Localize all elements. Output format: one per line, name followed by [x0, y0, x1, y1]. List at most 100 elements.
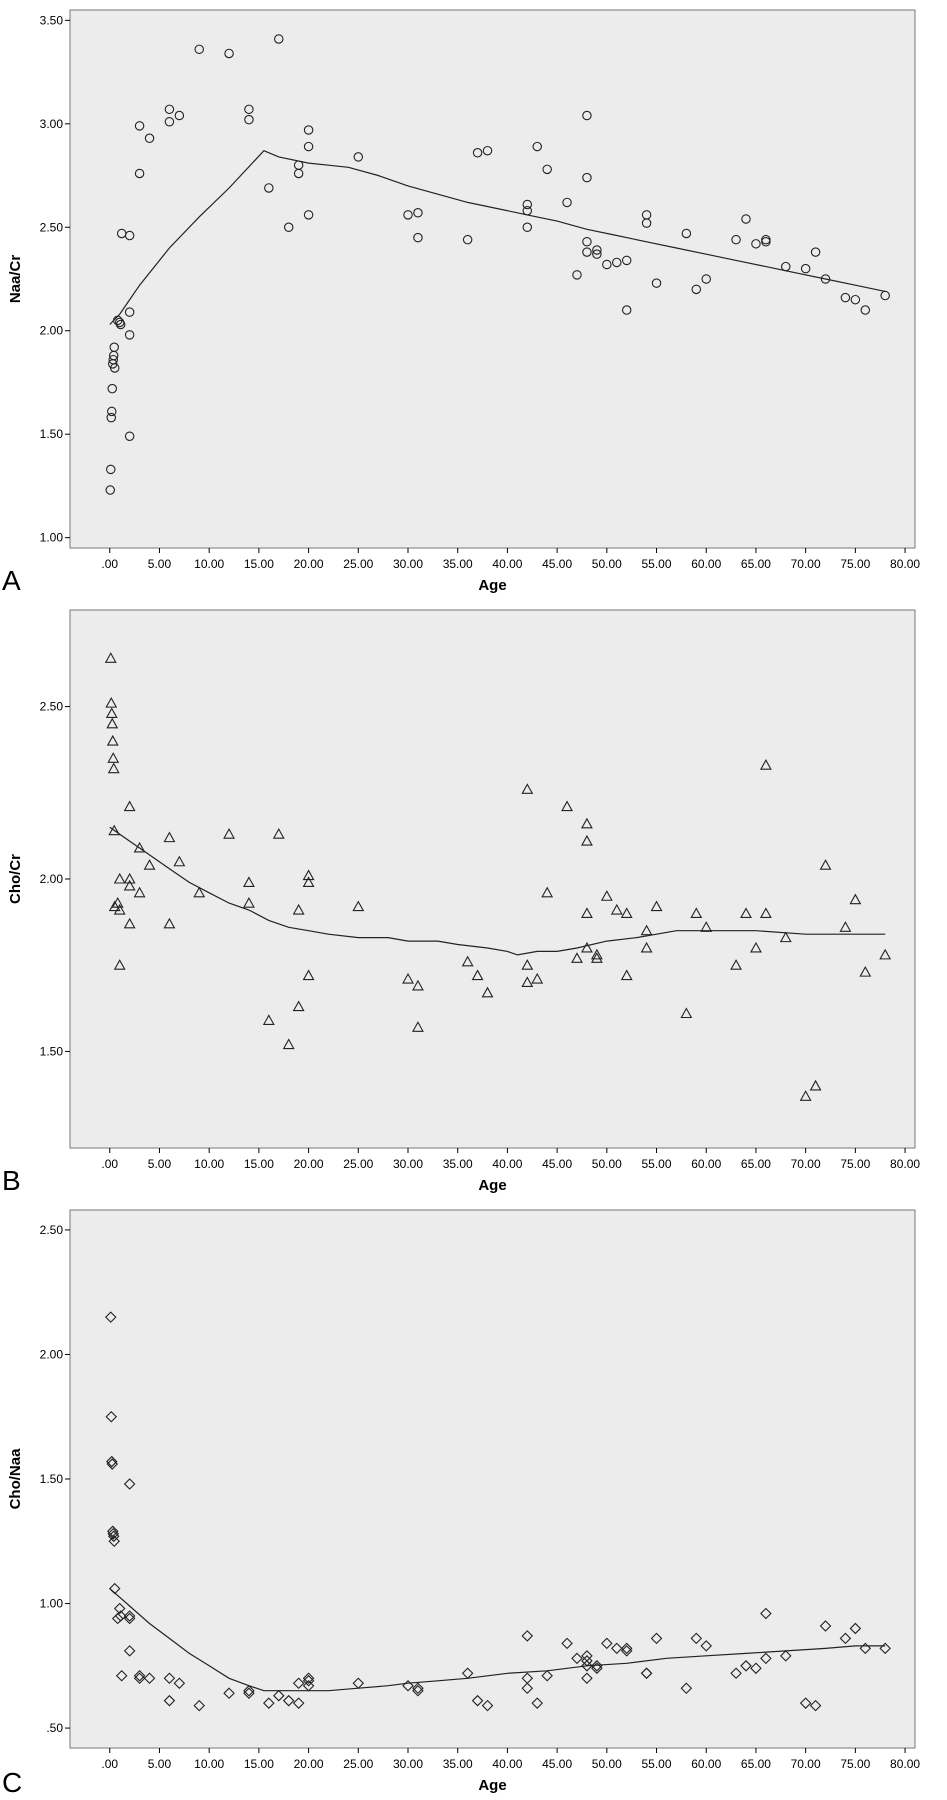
data-point	[111, 897, 124, 908]
x-tick-label: 45.00	[542, 1157, 572, 1171]
data-point	[591, 1662, 603, 1675]
data-point	[274, 34, 284, 44]
data-point	[105, 707, 118, 719]
data-point	[123, 800, 136, 812]
data-point	[750, 941, 762, 953]
data-point	[106, 412, 117, 423]
x-tick-label: 15.00	[244, 1157, 274, 1171]
data-point	[104, 1311, 117, 1323]
data-point	[680, 1682, 693, 1694]
x-tick-label: 70.00	[791, 1757, 821, 1771]
data-point	[799, 1697, 812, 1709]
x-tick-label: 65.00	[741, 557, 771, 571]
y-axis-label: Cho/Cr	[7, 854, 24, 904]
data-point	[462, 234, 473, 245]
data-point	[819, 1620, 832, 1632]
data-point	[582, 247, 592, 257]
data-point	[302, 969, 315, 981]
data-point	[471, 969, 484, 981]
data-point	[108, 824, 121, 836]
data-point	[581, 834, 593, 846]
data-point	[134, 121, 145, 131]
data-point	[839, 921, 852, 932]
data-point	[581, 817, 593, 829]
data-point	[111, 1612, 124, 1625]
data-point	[224, 48, 234, 59]
data-point	[105, 1410, 118, 1423]
fit-line	[109, 149, 886, 325]
data-point	[521, 1630, 534, 1642]
data-point	[133, 841, 146, 853]
y-tick-label: 1.50	[40, 1044, 64, 1058]
data-point	[123, 1645, 136, 1657]
x-tick-label: 30.00	[393, 1157, 423, 1171]
data-point	[134, 168, 145, 179]
data-point	[108, 900, 121, 912]
data-point	[809, 1079, 822, 1091]
x-tick-label: 65.00	[741, 1757, 771, 1771]
y-tick-label: 1.50	[40, 1472, 64, 1486]
x-tick-label: 55.00	[642, 557, 672, 571]
y-tick-label: 2.00	[40, 324, 64, 338]
data-point	[144, 133, 155, 144]
data-point	[641, 218, 652, 228]
data-point	[571, 952, 583, 963]
data-point	[113, 959, 126, 970]
x-tick-label: 25.00	[343, 557, 373, 571]
data-point	[124, 307, 135, 317]
data-point	[106, 1458, 119, 1470]
data-point	[113, 903, 126, 915]
data-point	[413, 208, 423, 218]
x-tick-label: 15.00	[244, 557, 274, 571]
data-point	[193, 886, 206, 898]
chart-panel-c: .50 1.00 1.50 2.00 2.50 .00 5.00 10.00 15.00 20.0…	[2, 1209, 920, 1798]
data-point	[562, 197, 572, 208]
x-tick-label: 15.00	[244, 1757, 274, 1771]
data-point	[123, 872, 136, 884]
data-point	[412, 979, 424, 991]
data-point	[582, 172, 592, 183]
data-point	[640, 924, 653, 936]
x-tick-label: 70.00	[791, 1157, 821, 1171]
data-point	[572, 270, 582, 280]
x-tick-label: 35.00	[443, 557, 473, 571]
x-tick-label: 10.00	[194, 1157, 224, 1171]
data-point	[243, 876, 255, 887]
data-point	[403, 210, 413, 220]
data-point	[114, 317, 125, 328]
data-point	[107, 752, 120, 763]
x-tick-label: .00	[101, 1157, 118, 1171]
data-point	[292, 1677, 305, 1690]
data-point	[461, 1667, 474, 1680]
x-tick-label: 80.00	[890, 1157, 920, 1171]
data-point	[800, 263, 811, 274]
x-tick-label: 55.00	[642, 1157, 672, 1171]
data-point	[879, 1642, 891, 1655]
data-point	[759, 759, 772, 770]
data-point	[600, 890, 613, 901]
data-point	[751, 239, 761, 249]
x-tick-label: 75.00	[840, 1757, 870, 1771]
data-point	[700, 921, 713, 932]
data-point	[761, 234, 771, 245]
data-point	[542, 164, 552, 175]
data-point	[114, 1610, 127, 1622]
data-point	[164, 116, 175, 127]
data-point	[620, 1645, 633, 1657]
x-tick-label: 40.00	[492, 1157, 522, 1171]
x-tick-label: 60.00	[691, 1757, 721, 1771]
data-point	[621, 305, 632, 315]
data-point	[352, 900, 365, 912]
data-point	[109, 363, 120, 373]
chart-panel-b: 1.50 2.00 2.50 .00 5.00 10.00 15.00 20.00 25.00 3…	[2, 609, 920, 1196]
data-point	[590, 948, 603, 960]
data-point	[581, 1660, 593, 1672]
plot-area	[69, 609, 916, 1149]
x-tick-label: 5.00	[148, 557, 172, 571]
data-point	[109, 342, 119, 353]
data-point	[610, 1642, 623, 1655]
data-point	[590, 952, 603, 963]
x-tick-label: 80.00	[890, 1757, 920, 1771]
data-point	[283, 222, 294, 233]
data-point	[303, 141, 314, 152]
